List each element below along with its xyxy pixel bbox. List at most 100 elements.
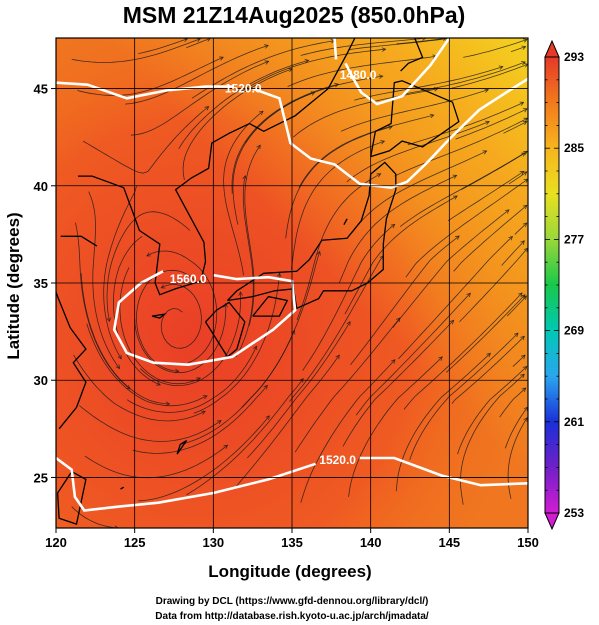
streamline-arrowhead: [508, 235, 514, 241]
streamline: [106, 211, 191, 322]
credit-line-1: Drawing by DCL (https://www.gfd-dennou.o…: [156, 596, 429, 607]
streamline-arrowhead: [522, 121, 528, 126]
streamline-arrowhead: [429, 113, 435, 119]
streamline-arrowhead: [486, 352, 491, 358]
streamline: [239, 48, 386, 93]
coastline: [56, 471, 87, 525]
streamline-arrowhead: [484, 88, 490, 93]
streamline: [499, 387, 526, 418]
streamline-arrowhead: [519, 170, 525, 176]
streamline-arrowhead: [265, 415, 270, 420]
streamline: [126, 346, 257, 413]
streamline-arrowhead: [264, 60, 270, 65]
streamline: [302, 224, 395, 371]
contour-label: 1480.0: [340, 68, 377, 82]
streamline: [451, 336, 525, 404]
credit-line-2: Data from http://database.rish.kyoto-u.a…: [155, 611, 429, 622]
streamline: [403, 292, 523, 410]
x-axis-label: Longitude (degrees): [208, 562, 371, 581]
colorbar-tick-label: 293: [564, 50, 584, 64]
coastline: [370, 80, 460, 158]
streamline: [455, 108, 528, 140]
coastline: [400, 38, 424, 72]
streamline-arrowhead: [238, 291, 243, 296]
streamline: [510, 46, 526, 52]
streamline: [130, 60, 269, 136]
streamline: [77, 56, 224, 96]
streamline: [75, 222, 131, 390]
coastline: [120, 486, 125, 490]
streamline-arrowhead: [453, 195, 458, 200]
streamline: [103, 185, 137, 359]
streamline: [501, 240, 525, 266]
streamline-arrowhead: [146, 252, 151, 257]
streamline: [138, 38, 188, 54]
streamline: [460, 374, 525, 505]
streamline-arrowhead: [522, 204, 528, 210]
streamline-arrowhead: [455, 235, 460, 240]
contour-label: 1560.0: [170, 272, 207, 286]
streamline: [186, 378, 304, 496]
contour-line: [344, 38, 451, 106]
streamline-arrowhead: [520, 354, 526, 360]
streamline: [132, 385, 268, 454]
streamline-arrowhead: [125, 385, 131, 390]
streamline: [514, 222, 528, 235]
streamline: [291, 140, 385, 270]
streamline: [73, 354, 206, 422]
streamline-arrowhead: [346, 320, 351, 326]
streamline: [138, 415, 270, 502]
streamline: [247, 321, 351, 459]
streamline: [294, 317, 401, 453]
coastline: [252, 295, 289, 317]
streamline-arrowhead: [174, 368, 180, 374]
streamline-arrowhead: [156, 381, 161, 386]
streamline: [396, 38, 447, 45]
streamline-arrowhead: [390, 359, 396, 364]
streamline-arrowhead: [521, 61, 526, 66]
colorbar-tick-label: 285: [564, 141, 584, 155]
streamline: [79, 405, 222, 442]
streamline-arrowhead: [498, 65, 504, 70]
streamline-arrowhead: [482, 150, 488, 155]
coastline: [343, 218, 348, 226]
streamline: [289, 255, 384, 402]
y-tick-label: 25: [34, 470, 48, 485]
streamline-arrowhead: [204, 106, 210, 111]
streamline-arrowhead: [396, 317, 401, 322]
streamline: [508, 171, 528, 185]
streamline-arrowhead: [521, 45, 527, 50]
streamline-arrowhead: [216, 420, 222, 425]
contour-label: 1520.0: [225, 82, 262, 96]
streamline-arrowhead: [466, 292, 471, 298]
streamline-arrowhead: [219, 56, 224, 61]
x-tick-label: 120: [45, 535, 67, 550]
streamline-arrowhead: [521, 152, 526, 157]
streamline: [342, 320, 454, 447]
streamline: [235, 175, 254, 358]
streamline: [178, 59, 309, 150]
streamline-arrowhead: [381, 47, 387, 52]
streamline-arrowhead: [522, 108, 528, 113]
streamline: [160, 284, 202, 349]
colorbar-min-arrow: [544, 512, 560, 531]
streamline: [287, 55, 437, 87]
streamline: [398, 236, 513, 360]
contour-label: 1520.0: [319, 453, 356, 467]
streamline-arrowhead: [223, 444, 229, 449]
streamline: [350, 235, 460, 365]
x-tick-label: 140: [360, 535, 382, 550]
streamline: [409, 332, 519, 461]
streamline-arrowhead: [523, 63, 528, 68]
x-tick-label: 145: [438, 535, 460, 550]
coastline: [227, 161, 397, 310]
y-tick-label: 40: [34, 179, 48, 194]
streamline-arrowhead: [276, 272, 282, 278]
contour-labels: 1520.0 1480.0 1560.0 1520.0: [170, 68, 377, 467]
streamline: [80, 273, 170, 405]
streamline: [504, 406, 528, 449]
streamline-arrowhead: [452, 174, 458, 179]
colorbar-tick-label: 253: [564, 506, 584, 520]
streamline: [503, 121, 527, 134]
streamline-arrowhead: [201, 410, 206, 415]
